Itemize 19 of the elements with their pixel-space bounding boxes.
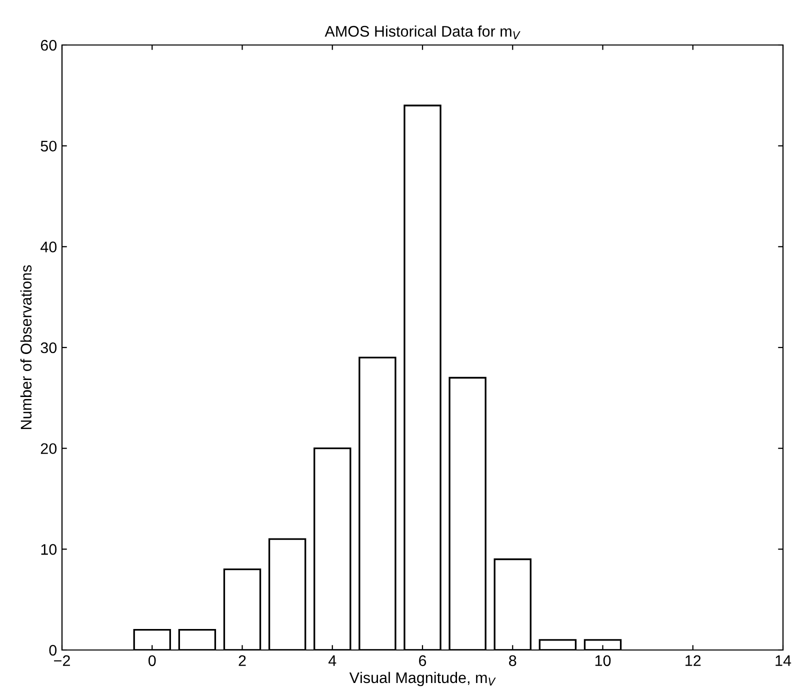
x-tick-label: 6	[419, 655, 426, 666]
x-axis-title: Visual Magnitude, m$_{V}$	[349, 672, 496, 686]
x-tick-label: 10	[595, 655, 611, 666]
x-tick-label: 12	[686, 655, 701, 666]
y-tick-label: 50	[40, 140, 57, 152]
chart-title: AMOS Historical Data for m$_{V}$	[324, 26, 520, 40]
y-tick-label: 0	[49, 644, 57, 656]
y-tick-label: 60	[40, 40, 57, 51]
y-tick-label: 40	[40, 242, 57, 252]
x-tick-label: 2	[238, 655, 246, 666]
y-tick-label: 20	[40, 443, 57, 454]
y-tick-label: 30	[40, 342, 57, 354]
y-axis-title: Number of Observations	[20, 265, 32, 430]
y-tick-label: 10	[41, 544, 57, 555]
x-tick-label: 8	[509, 655, 516, 666]
x-tick-label: 4	[328, 655, 336, 666]
x-tick-label: 0	[148, 655, 156, 666]
x-tick-label: 14	[776, 655, 792, 666]
x-tick-label: −2	[54, 655, 70, 666]
